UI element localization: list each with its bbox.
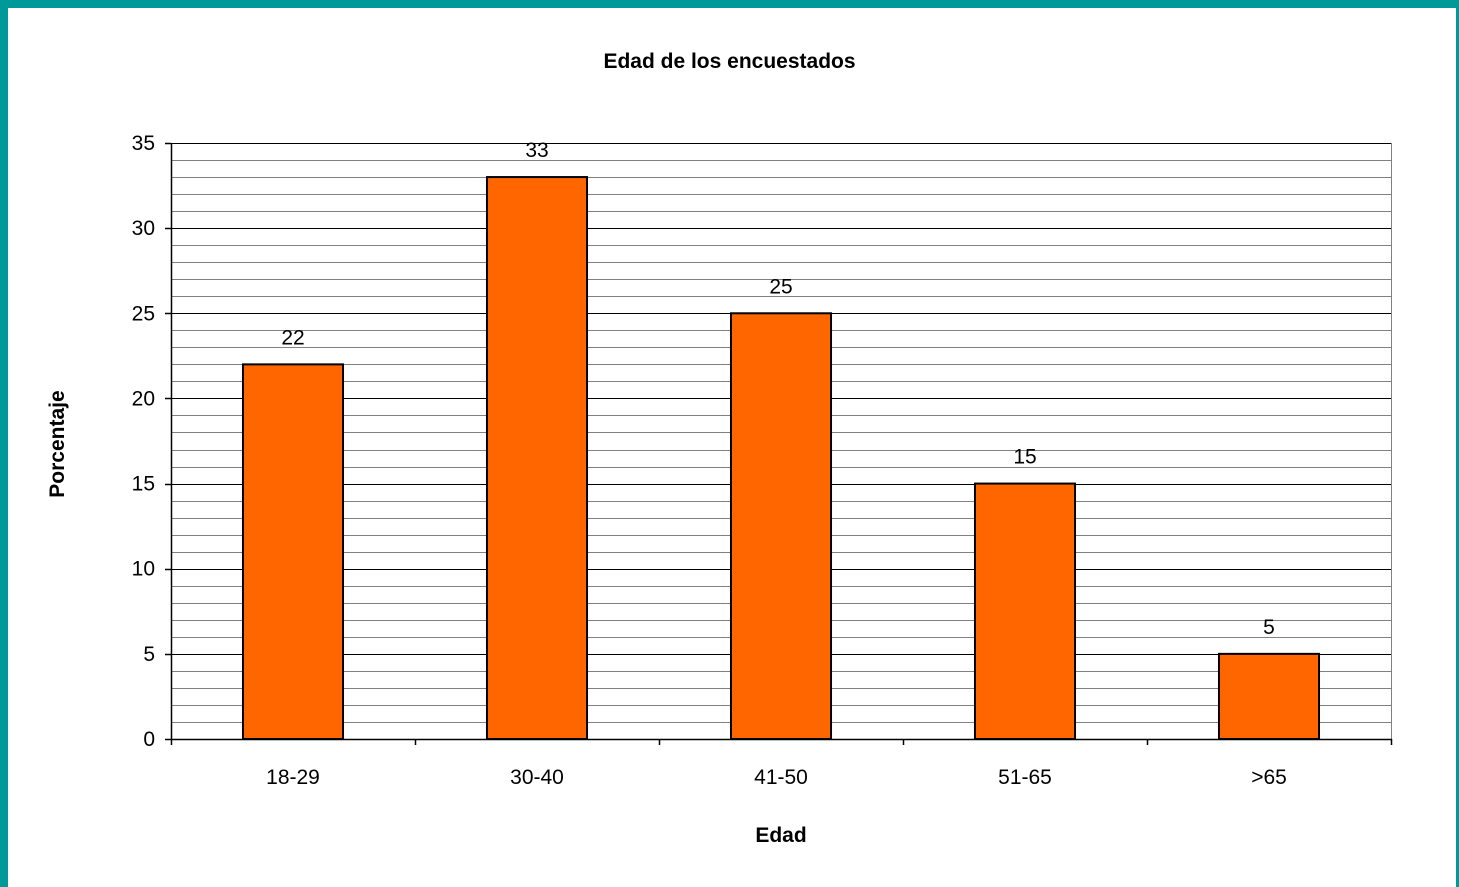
bar	[241, 363, 345, 740]
labels: 0 5 10 15 20 25 30 35 18-29 30-40 41-50 51-65 >65 22 3…	[132, 132, 1287, 789]
y-tick-label: 0	[143, 728, 155, 751]
x-tick-label: 18-29	[266, 766, 320, 789]
y-tick-label: 30	[132, 217, 155, 240]
bar	[485, 176, 589, 741]
y-tick-label: 35	[132, 132, 155, 155]
bar	[1217, 652, 1321, 740]
y-tick-label: 20	[132, 387, 155, 410]
y-tick-label: 5	[143, 643, 155, 666]
data-label: 22	[281, 326, 304, 349]
x-tick-label: 51-65	[998, 766, 1052, 789]
bars	[241, 176, 1321, 741]
bar	[729, 312, 833, 740]
data-label: 15	[1013, 446, 1036, 469]
y-tick-label: 15	[132, 473, 155, 496]
axes	[165, 142, 1393, 745]
chart-title: Edad de los encuestados	[603, 50, 856, 73]
bar	[973, 482, 1077, 741]
data-label: 5	[1263, 616, 1275, 639]
y-tick-label: 10	[132, 558, 155, 581]
y-tick-label: 25	[132, 302, 155, 325]
x-axis-title: Edad	[755, 824, 807, 847]
data-label: 25	[769, 275, 792, 298]
data-label: 33	[525, 139, 548, 162]
x-tick-label: 30-40	[510, 766, 564, 789]
x-tick-label: 41-50	[754, 766, 808, 789]
x-tick-label: >65	[1251, 766, 1287, 789]
